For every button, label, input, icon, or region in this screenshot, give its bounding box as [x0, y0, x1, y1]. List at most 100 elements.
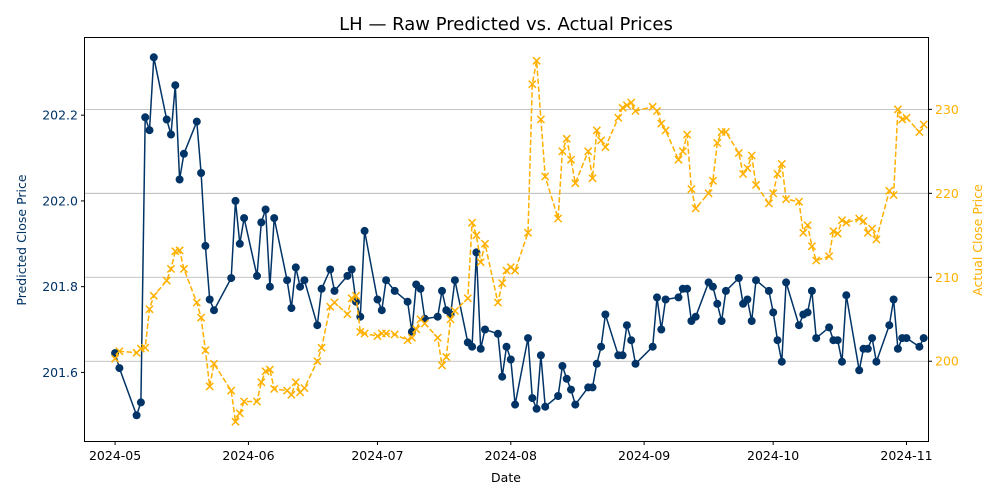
predicted-point — [734, 274, 743, 283]
predicted-point — [360, 226, 369, 235]
actual-point — [773, 169, 782, 179]
y-right-tick-label: 220 — [935, 186, 959, 201]
predicted-point — [782, 278, 791, 287]
actual-point — [687, 184, 696, 194]
y-right-tick-label: 230 — [935, 102, 959, 117]
predicted-point — [450, 276, 459, 285]
predicted-point — [812, 334, 821, 343]
actual-point — [571, 179, 580, 188]
predicted-point — [511, 400, 520, 409]
predicted-point — [493, 329, 502, 338]
actual-point — [898, 115, 907, 124]
predicted-point — [532, 404, 541, 413]
y-left-tick-label: 202.0 — [42, 193, 78, 208]
actual-point — [446, 315, 455, 324]
actual-point — [110, 354, 120, 363]
predicted-point — [661, 295, 670, 304]
predicted-point — [175, 175, 184, 184]
actual-point — [747, 151, 756, 160]
predicted-point — [855, 366, 864, 375]
predicted-point — [795, 321, 803, 330]
predicted-point — [167, 130, 175, 139]
predicted-point — [554, 392, 563, 400]
actual-point — [252, 397, 262, 406]
predicted-point — [863, 344, 872, 353]
actual-point — [356, 327, 365, 337]
chart-title: LH — Raw Predicted vs. Actual Prices — [339, 14, 673, 35]
actual-point — [420, 319, 429, 328]
predicted-point — [162, 115, 171, 124]
predicted-point — [528, 394, 537, 403]
actual-point — [175, 246, 184, 255]
predicted-point — [141, 113, 150, 122]
predicted-point — [326, 265, 335, 274]
actual-point — [235, 409, 244, 418]
actual-point — [532, 56, 541, 65]
predicted-point — [536, 351, 545, 360]
actual-point — [734, 148, 743, 158]
predicted-point — [347, 265, 356, 274]
predicted-point — [227, 274, 236, 283]
predicted-point — [653, 293, 661, 302]
y-left-tick-label: 202.2 — [42, 108, 78, 123]
predicted-point — [382, 276, 391, 285]
actual-point — [472, 231, 481, 240]
actual-point — [115, 347, 124, 356]
actual-point — [265, 365, 275, 374]
actual-point — [627, 98, 636, 107]
predicted-point — [842, 291, 851, 300]
actual-point — [588, 174, 597, 183]
actual-point — [859, 216, 868, 226]
predicted-point — [291, 263, 300, 272]
predicted-point — [296, 282, 305, 291]
predicted-point — [872, 357, 881, 366]
actual-point — [162, 276, 171, 285]
actual-point — [257, 378, 266, 387]
predicted-point — [149, 53, 158, 62]
actual-point — [287, 390, 296, 399]
predicted-point — [317, 284, 326, 293]
actual-point — [412, 325, 421, 334]
predicted-point — [498, 372, 507, 381]
predicted-point — [179, 149, 188, 158]
predicted-point — [343, 271, 352, 280]
predicted-point — [902, 334, 911, 343]
predicted-point — [691, 312, 700, 321]
actual-point — [476, 258, 485, 267]
actual-point — [833, 229, 842, 238]
actual-point — [442, 352, 451, 362]
predicted-point — [253, 271, 261, 280]
actual-point — [145, 305, 154, 314]
predicted-point — [132, 411, 141, 420]
actual-point — [919, 120, 928, 129]
actual-point — [566, 155, 576, 164]
actual-point — [867, 224, 877, 233]
y-axis-left-title: Predicted Close Price — [14, 174, 29, 305]
y-left-tick-label: 201.8 — [42, 279, 78, 294]
actual-point — [201, 346, 210, 355]
predicted-point — [919, 334, 928, 343]
actual-point — [678, 147, 687, 156]
actual-point — [493, 298, 503, 307]
actual-point — [510, 266, 520, 275]
predicted-point — [885, 321, 894, 330]
actual-point — [915, 127, 924, 137]
actual-point — [343, 310, 352, 319]
actual-point — [179, 264, 189, 274]
actual-point — [317, 343, 326, 352]
actual-point — [347, 294, 356, 303]
predicted-point — [145, 126, 154, 135]
predicted-point — [438, 286, 446, 295]
actual-point — [622, 101, 632, 110]
actual-point — [498, 279, 507, 288]
actual-point — [227, 386, 236, 395]
predicted-point — [330, 286, 339, 295]
predicted-point — [562, 374, 571, 383]
predicted-point — [270, 214, 279, 223]
predicted-point — [300, 276, 309, 285]
actual-point — [824, 252, 834, 261]
actual-point — [523, 228, 533, 237]
actual-point — [141, 343, 150, 352]
y-axis-right-title: Actual Close Price — [970, 184, 985, 296]
actual-point — [708, 176, 718, 185]
